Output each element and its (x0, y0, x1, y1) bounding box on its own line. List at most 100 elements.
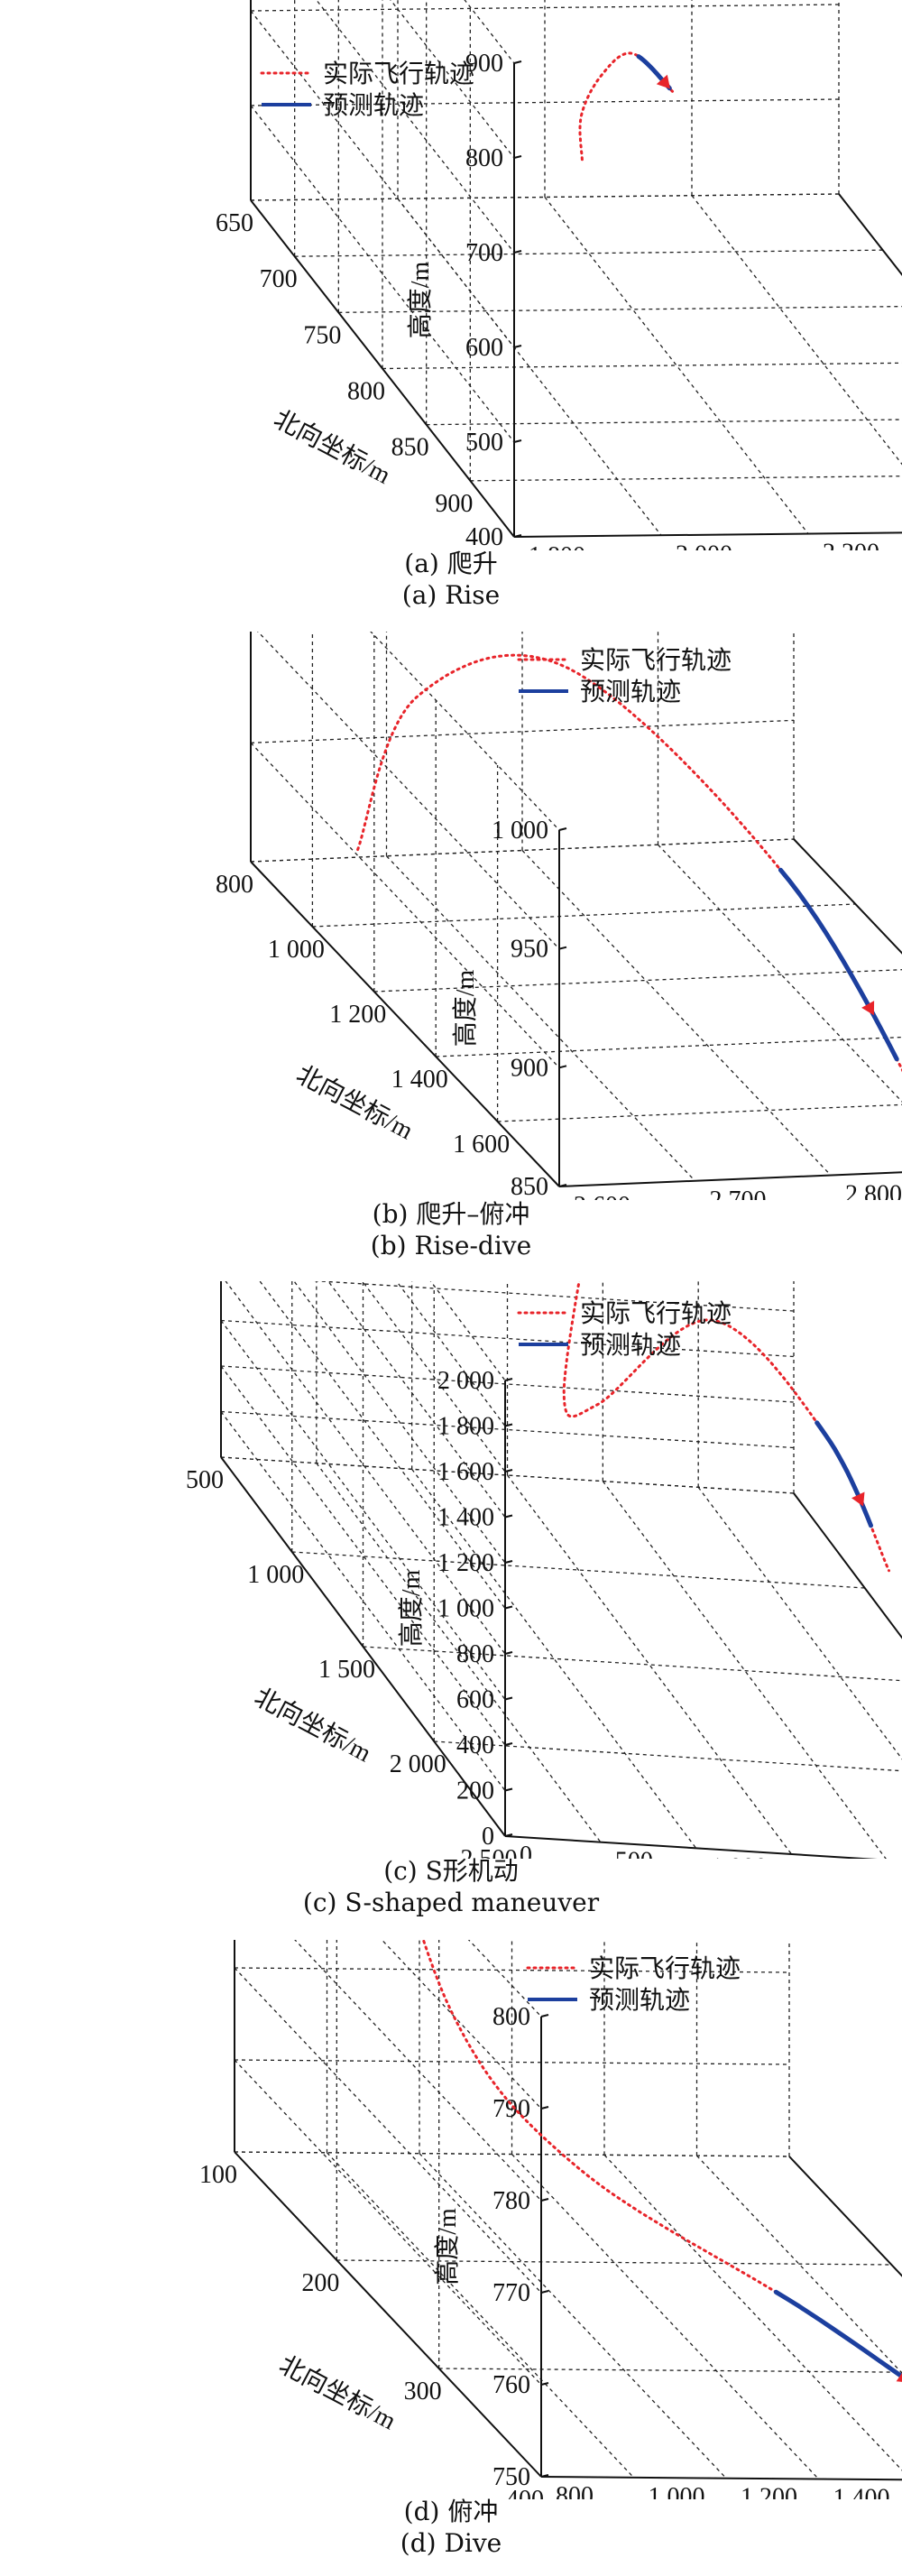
floor-gridline (336, 2259, 892, 2266)
floor-gridline (793, 1492, 902, 1639)
z-axis-title: 高度/m (406, 262, 435, 339)
z-tick (558, 827, 567, 831)
actual-trajectory-line (562, 1281, 890, 1573)
direction-arrow (656, 74, 670, 89)
axis-edge (838, 193, 902, 277)
trajectories (421, 1940, 902, 2382)
z-tick (540, 2474, 549, 2478)
z-tick-label: 780 (492, 2187, 530, 2215)
floor-gridline (497, 1103, 902, 1122)
trajectories (356, 653, 902, 1073)
caption-en: (b) Rise-dive (370, 1231, 532, 1260)
floor-gridline (602, 1481, 887, 1859)
y-tick-label: 0 (520, 1842, 532, 1859)
caption-en: (d) Dive (400, 2528, 502, 2558)
chart-rise: 4005006007008009006507007508008509009501… (216, 0, 902, 550)
x-tick-label: 2 000 (390, 1750, 446, 1778)
z-tick-label: 400 (465, 523, 503, 550)
floor-gridline (696, 2155, 902, 2374)
x-tick-label: 100 (199, 2161, 237, 2189)
z-tick-label: 800 (465, 144, 503, 172)
y-tick-label: 1 200 (741, 2484, 797, 2499)
floor-gridline (363, 1646, 902, 1682)
x-tick-label: 300 (404, 2377, 442, 2405)
floor-gridline (506, 1474, 793, 1855)
predicted-trajectory-line (815, 1420, 873, 1528)
z-tick-label: 1 400 (437, 1504, 494, 1532)
floor-gridline (788, 2156, 902, 2277)
z-tick (504, 1696, 513, 1701)
floor-gridline (386, 855, 695, 1182)
y-tick-label: 1 800 (529, 542, 585, 550)
floor-gridline (544, 197, 809, 534)
wall-gridline (390, 0, 515, 159)
y-tick-label: 2 600 (574, 1192, 630, 1200)
z-tick-label: 850 (511, 1173, 548, 1200)
legend-predicted-label: 预测轨迹 (589, 1986, 690, 2015)
caption-cn: (c) S形机动 (383, 1856, 519, 1886)
axis-edge (250, 199, 515, 538)
floor-gridline (603, 2154, 902, 2471)
grid (220, 1281, 902, 1859)
legend-actual-label: 实际飞行轨迹 (323, 60, 474, 88)
direction-arrow (851, 1491, 865, 1507)
floor-gridline (793, 838, 902, 955)
z-tick (504, 1560, 513, 1564)
caption-cn: (d) 俯冲 (403, 2497, 499, 2526)
x-tick-label: 400 (506, 2486, 544, 2499)
y-tick-label: 500 (615, 1848, 653, 1859)
floor-gridline (838, 193, 902, 276)
x-tick-label: 650 (216, 209, 253, 237)
z-tick-label: 200 (456, 1777, 494, 1805)
x-tick-label: 900 (435, 490, 473, 518)
z-tick (504, 1742, 513, 1746)
actual-trajectory-line (578, 51, 676, 162)
wall-gridline (395, 1281, 506, 1426)
z-tick-label: 760 (492, 2371, 530, 2399)
z-tick (540, 2290, 549, 2294)
panel-a: 4005006007008009006507007508008509009501… (0, 0, 902, 632)
z-tick (513, 345, 522, 348)
x-tick-label: 1 000 (268, 936, 325, 964)
floor-gridline (436, 1036, 902, 1057)
x-tick-label: 800 (216, 871, 253, 899)
z-tick (504, 1469, 513, 1473)
axis-edge (250, 861, 560, 1187)
y-tick-label: 1 000 (711, 1853, 768, 1859)
trajectories (578, 51, 676, 162)
axes: 4005006007008009006507007508008509009501… (216, 0, 902, 550)
axis-edge (558, 1171, 902, 1187)
floor-gridline (419, 2153, 727, 2479)
legend-predicted-label: 预测轨迹 (580, 1331, 681, 1360)
x-tick-label: 1 500 (318, 1656, 375, 1684)
x-tick-label: 1 000 (247, 1561, 304, 1589)
z-tick-label: 800 (492, 2003, 530, 2031)
floor-gridline (327, 2152, 634, 2479)
trajectories (562, 1281, 890, 1573)
legend-actual-label: 实际飞行轨迹 (580, 1299, 732, 1328)
z-tick (540, 2198, 549, 2202)
floor-gridline (426, 419, 902, 426)
direction-arrow (861, 1001, 875, 1016)
z-tick (504, 1378, 513, 1381)
legend-actual-label: 实际飞行轨迹 (589, 1954, 741, 1983)
z-tick (540, 2382, 549, 2386)
x-tick-label: 750 (303, 321, 341, 349)
z-tick-label: 1 000 (437, 1595, 494, 1623)
x-axis-title: 北向坐标/m (274, 2350, 400, 2436)
wall-gridline (234, 1967, 542, 2294)
z-tick (504, 1514, 513, 1519)
z-tick-label: 400 (456, 1731, 494, 1759)
z-tick-label: 700 (465, 239, 503, 267)
x-tick-label: 1 200 (329, 1001, 386, 1029)
axis-edge (540, 2476, 902, 2481)
z-tick (513, 439, 522, 443)
wall-gridline (464, 0, 515, 64)
x-tick-label: 800 (347, 378, 385, 406)
floor-gridline (511, 2154, 819, 2479)
wall-gridline (315, 0, 515, 254)
z-tick (513, 250, 522, 254)
